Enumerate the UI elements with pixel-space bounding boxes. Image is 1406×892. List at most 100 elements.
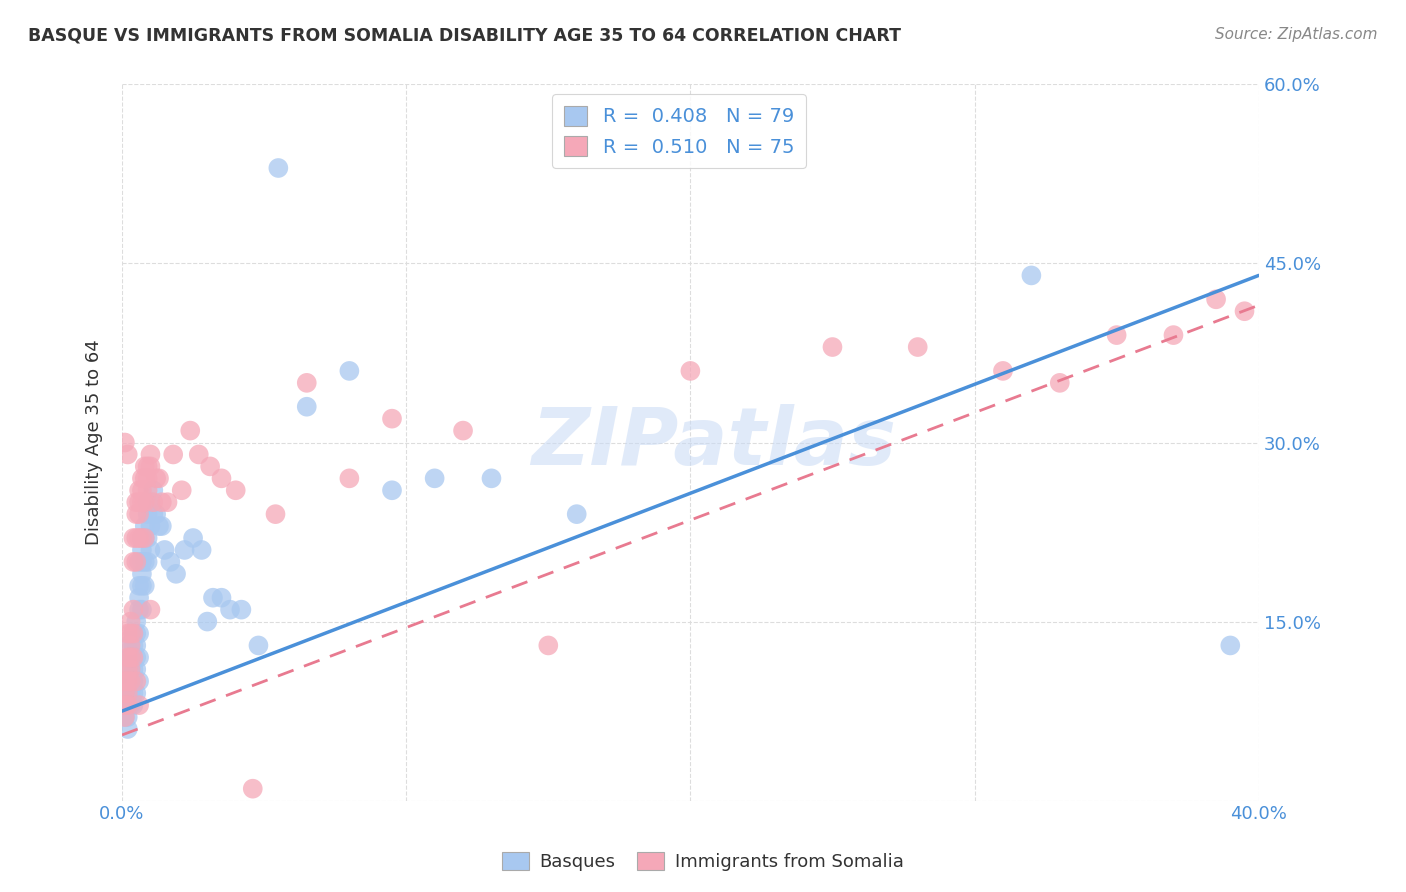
Point [114,710,136,724]
Point [173,543,195,558]
Point [128,602,150,616]
Point [117,662,139,676]
Point [295,400,318,414]
Point [122,555,145,569]
Point [142,483,165,498]
Point [136,507,159,521]
Point [381,411,404,425]
Point [128,579,150,593]
Point [481,471,503,485]
Point [120,674,142,689]
Point [1163,328,1185,343]
Point [136,531,159,545]
Point [122,698,145,713]
Point [125,686,148,700]
Point [1049,376,1071,390]
Point [128,555,150,569]
Point [231,602,253,616]
Point [125,674,148,689]
Point [128,531,150,545]
Point [122,626,145,640]
Point [165,566,187,581]
Text: Source: ZipAtlas.com: Source: ZipAtlas.com [1215,27,1378,42]
Point [128,626,150,640]
Point [122,674,145,689]
Point [122,531,145,545]
Text: BASQUE VS IMMIGRANTS FROM SOMALIA DISABILITY AGE 35 TO 64 CORRELATION CHART: BASQUE VS IMMIGRANTS FROM SOMALIA DISABI… [28,27,901,45]
Point [991,364,1014,378]
Point [136,471,159,485]
Point [131,531,153,545]
Point [136,555,159,569]
Point [159,555,181,569]
Point [131,602,153,616]
Point [125,531,148,545]
Point [128,698,150,713]
Point [114,710,136,724]
Point [114,698,136,713]
Point [134,459,156,474]
Point [907,340,929,354]
Point [114,674,136,689]
Point [145,507,167,521]
Point [120,650,142,665]
Point [114,686,136,700]
Point [122,602,145,616]
Point [131,483,153,498]
Point [136,459,159,474]
Point [125,507,148,521]
Point [125,650,148,665]
Point [117,722,139,736]
Point [117,674,139,689]
Text: ZIPatlas: ZIPatlas [530,403,896,482]
Point [156,495,179,509]
Point [264,507,287,521]
Point [1021,268,1043,283]
Point [131,566,153,581]
Point [114,698,136,713]
Point [139,459,162,474]
Point [451,424,474,438]
Point [195,615,218,629]
Point [145,471,167,485]
Point [170,483,193,498]
Point [247,639,270,653]
Point [131,555,153,569]
Point [190,543,212,558]
Point [128,674,150,689]
Point [211,471,233,485]
Point [679,364,702,378]
Point [295,376,318,390]
Point [128,483,150,498]
Point [1205,293,1227,307]
Point [181,531,204,545]
Point [179,424,201,438]
Point [136,495,159,509]
Point [120,626,142,640]
Point [148,519,170,533]
Point [1105,328,1128,343]
Point [153,543,176,558]
Point [242,781,264,796]
Point [117,710,139,724]
Legend: R =  0.408   N = 79, R =  0.510   N = 75: R = 0.408 N = 79, R = 0.510 N = 75 [553,95,806,169]
Point [150,495,173,509]
Point [139,602,162,616]
Point [139,495,162,509]
Point [128,495,150,509]
Point [120,650,142,665]
Point [125,555,148,569]
Point [1219,639,1241,653]
Point [131,543,153,558]
Point [125,626,148,640]
Y-axis label: Disability Age 35 to 64: Disability Age 35 to 64 [86,340,103,545]
Point [120,698,142,713]
Point [148,471,170,485]
Point [136,483,159,498]
Point [120,674,142,689]
Point [201,591,224,605]
Legend: Basques, Immigrants from Somalia: Basques, Immigrants from Somalia [495,845,911,879]
Point [120,662,142,676]
Point [120,662,142,676]
Point [381,483,404,498]
